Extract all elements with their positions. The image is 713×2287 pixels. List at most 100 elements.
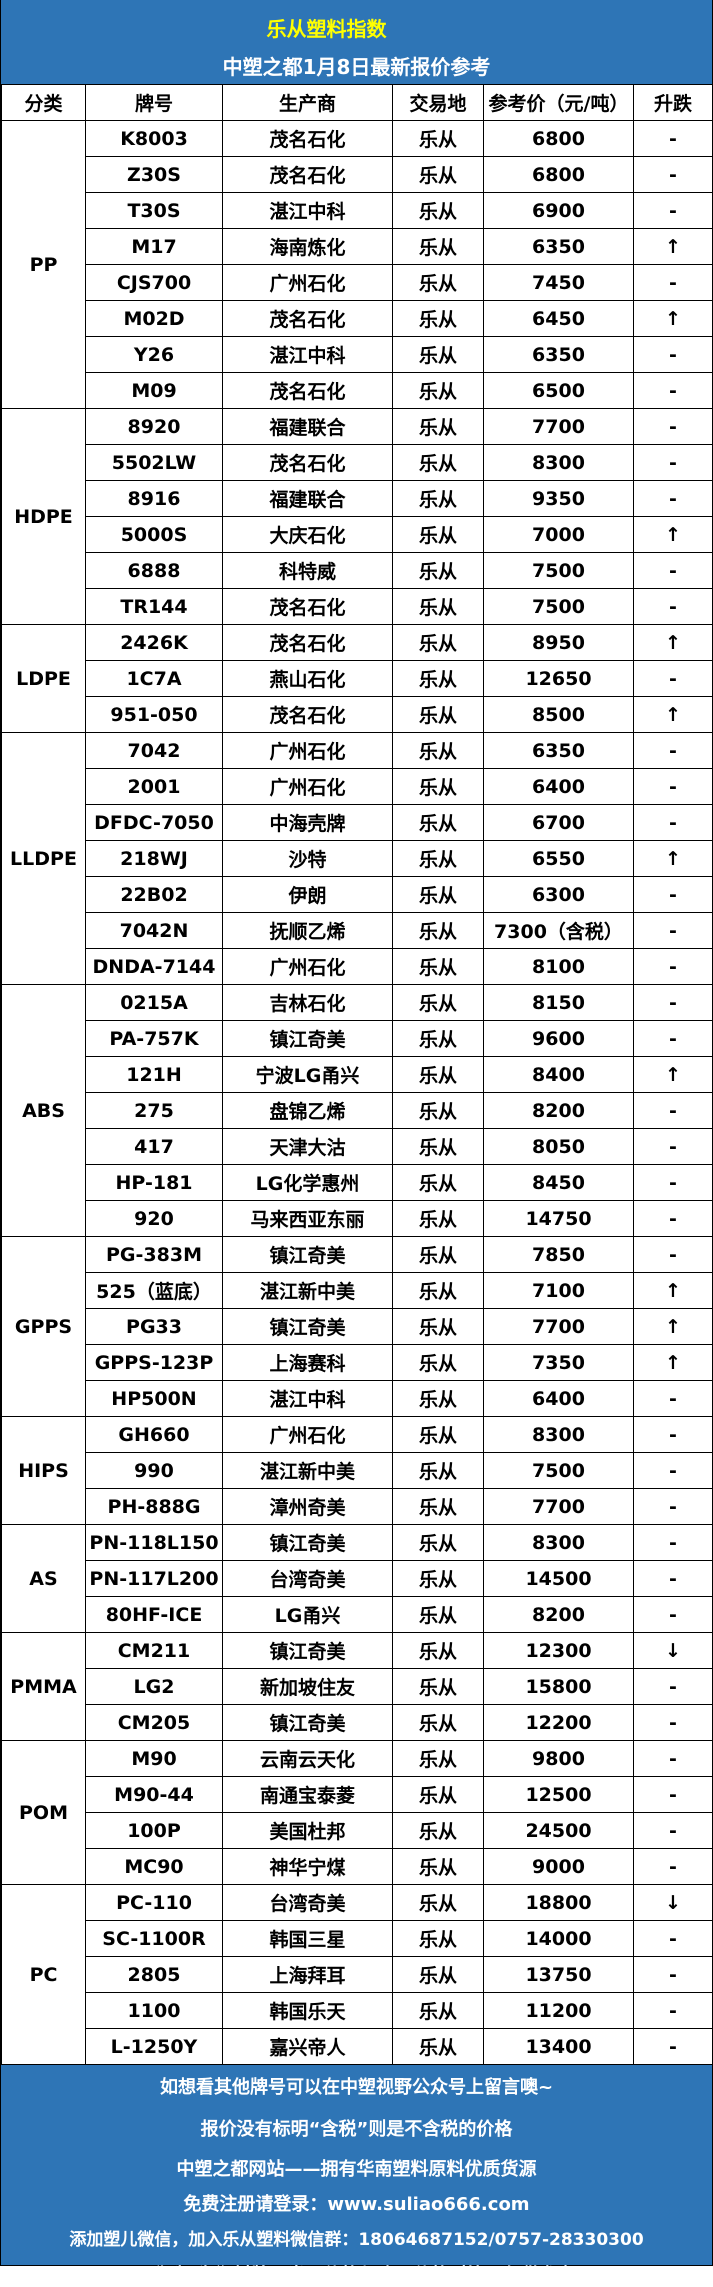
grade-cell: CM205 — [85, 1704, 223, 1741]
table-row: M17 海南炼化 乐从 6350 ↑ — [2, 228, 713, 265]
table-row: HIPS GH660 广州石化 乐从 8300- — [1, 1416, 713, 1525]
table-row: LG2 新加坡住友 乐从 15800- — [2, 1668, 713, 1705]
producer-cell: 天津大沽 — [222, 1128, 393, 1165]
table-row: PMMA CM211 镇江奇美 乐从 12300 ↓ — [1, 1632, 713, 1741]
table-row: LDPE 2426K 茂名石化 乐从 8950 ↑ — [1, 624, 713, 733]
price-cell: 9000 — [483, 1848, 634, 1885]
market-cell: 乐从 — [392, 1812, 484, 1849]
table-row: DFDC-7050 中海壳牌 乐从 6700- — [2, 804, 713, 841]
grade-cell: GPPS-123P — [85, 1344, 223, 1381]
col-grade: 牌号 — [85, 84, 223, 121]
price-cell: 24500 — [483, 1812, 634, 1849]
grade-cell: PA-757K — [85, 1020, 223, 1057]
price-cell: 12300 — [483, 1632, 634, 1669]
price-cell: 6550 — [483, 840, 634, 877]
market-cell: 乐从 — [392, 696, 484, 733]
change-cell: - — [633, 192, 713, 229]
title-text: 乐从塑料指数 — [266, 17, 387, 41]
table-row: 5000S 大庆石化 乐从 7000 ↑ — [2, 516, 713, 553]
table-row: 121H 宁波LG甬兴 乐从 8400 ↑ — [2, 1056, 713, 1093]
producer-cell: 抚顺乙烯 — [222, 912, 393, 949]
producer-cell: LG甬兴 — [222, 1596, 393, 1633]
price-cell: 8200 — [483, 1596, 634, 1633]
price-cell: 8050 — [483, 1128, 634, 1165]
table-row: 80HF-ICE LG甬兴 乐从 8200- — [2, 1596, 713, 1633]
change-cell: - — [633, 1920, 713, 1957]
producer-cell: 新加坡住友 — [222, 1668, 393, 1705]
producer-cell: 漳州奇美 — [222, 1488, 393, 1525]
table-row: 2805 上海拜耳 乐从 13750- — [2, 1956, 713, 1993]
page-subtitle: 中塑之都1月8日最新报价参考 — [222, 55, 491, 79]
grade-cell: 1100 — [85, 1992, 223, 2029]
price-cell: 6450 — [483, 300, 634, 337]
market-cell: 乐从 — [392, 624, 484, 661]
market-cell: 乐从 — [392, 804, 484, 841]
market-cell: 乐从 — [392, 768, 484, 805]
producer-cell: 上海拜耳 — [222, 1956, 393, 1993]
producer-cell: 神华宁煤 — [222, 1848, 393, 1885]
table-row: HDPE 8920 福建联合 乐从 7700- — [1, 408, 713, 625]
price-cell: 8450 — [483, 1164, 634, 1201]
grade-cell: M09 — [85, 372, 223, 409]
table-row: 22B02 伊朗 乐从 6300- — [2, 876, 713, 913]
change-cell: - — [633, 1848, 713, 1885]
grade-cell: PG-383M — [85, 1236, 223, 1273]
category-cell: PC — [1, 1884, 86, 2065]
page-title: 乐从塑料指数 — [1, 13, 712, 42]
change-cell: - — [633, 984, 713, 1021]
change-cell: - — [633, 1812, 713, 1849]
table-row: M09 茂名石化 乐从 6500- — [2, 372, 713, 409]
price-cell: 7850 — [483, 1236, 634, 1273]
table-row: MC90 神华宁煤 乐从 9000- — [2, 1848, 713, 1885]
price-cell: 13750 — [483, 1956, 634, 1993]
producer-cell: 福建联合 — [222, 408, 393, 445]
table-row: PG33 镇江奇美 乐从 7700 ↑ — [2, 1308, 713, 1345]
change-cell: - — [633, 264, 713, 301]
change-cell: - — [633, 768, 713, 805]
market-cell: 乐从 — [392, 372, 484, 409]
market-cell: 乐从 — [392, 408, 484, 445]
market-cell: 乐从 — [392, 1596, 484, 1633]
market-cell: 乐从 — [392, 120, 484, 157]
grade-cell: PG33 — [85, 1308, 223, 1345]
producer-cell: LG化学惠州 — [222, 1164, 393, 1201]
change-cell: - — [633, 1092, 713, 1129]
producer-cell: 台湾奇美 — [222, 1884, 393, 1921]
change-cell: ↓ — [633, 1884, 713, 1921]
price-cell: 8300 — [483, 444, 634, 481]
market-cell: 乐从 — [392, 1848, 484, 1885]
market-cell: 乐从 — [392, 1884, 484, 1921]
table-row: Y26 湛江中科 乐从 6350- — [2, 336, 713, 373]
table-row: CM205 镇江奇美 乐从 12200- — [2, 1704, 713, 1741]
price-cell: 7500 — [483, 1452, 634, 1489]
price-cell: 8300 — [483, 1524, 634, 1561]
grade-cell: 7042 — [85, 732, 223, 769]
price-cell: 15800 — [483, 1668, 634, 1705]
market-cell: 乐从 — [392, 660, 484, 697]
category-cell: ABS — [1, 984, 86, 1237]
change-cell: ↑ — [633, 1272, 713, 1309]
producer-cell: 福建联合 — [222, 480, 393, 517]
grade-cell: T30S — [85, 192, 223, 229]
market-cell: 乐从 — [392, 1380, 484, 1417]
table-row: 920 马来西亚东丽 乐从 14750- — [2, 1200, 713, 1237]
price-cell: 8100 — [483, 948, 634, 985]
producer-cell: 镇江奇美 — [222, 1704, 393, 1741]
price-cell: 12500 — [483, 1776, 634, 1813]
producer-cell: 盘锦乙烯 — [222, 1092, 393, 1129]
market-cell: 乐从 — [392, 1560, 484, 1597]
change-cell: ↑ — [633, 696, 713, 733]
change-cell: ↑ — [633, 228, 713, 265]
change-cell: - — [633, 660, 713, 697]
footer-line: 免费注册请登录：www.suliao666.com — [183, 2194, 530, 2215]
producer-cell: 镇江奇美 — [222, 1308, 393, 1345]
market-cell: 乐从 — [392, 840, 484, 877]
table-row: 1C7A 燕山石化 乐从 12650- — [2, 660, 713, 697]
footer-line: 添加塑儿微信，加入乐从塑料微信群：18064687152/0757-283303… — [69, 2230, 644, 2250]
market-cell: 乐从 — [392, 912, 484, 949]
table-row: LLDPE 7042 广州石化 乐从 6350- — [1, 732, 713, 985]
category-cell: PP — [1, 120, 86, 409]
table-row: PP K8003 茂名石化 乐从 6800- — [1, 120, 713, 409]
market-cell: 乐从 — [392, 1056, 484, 1093]
price-cell: 6400 — [483, 1380, 634, 1417]
